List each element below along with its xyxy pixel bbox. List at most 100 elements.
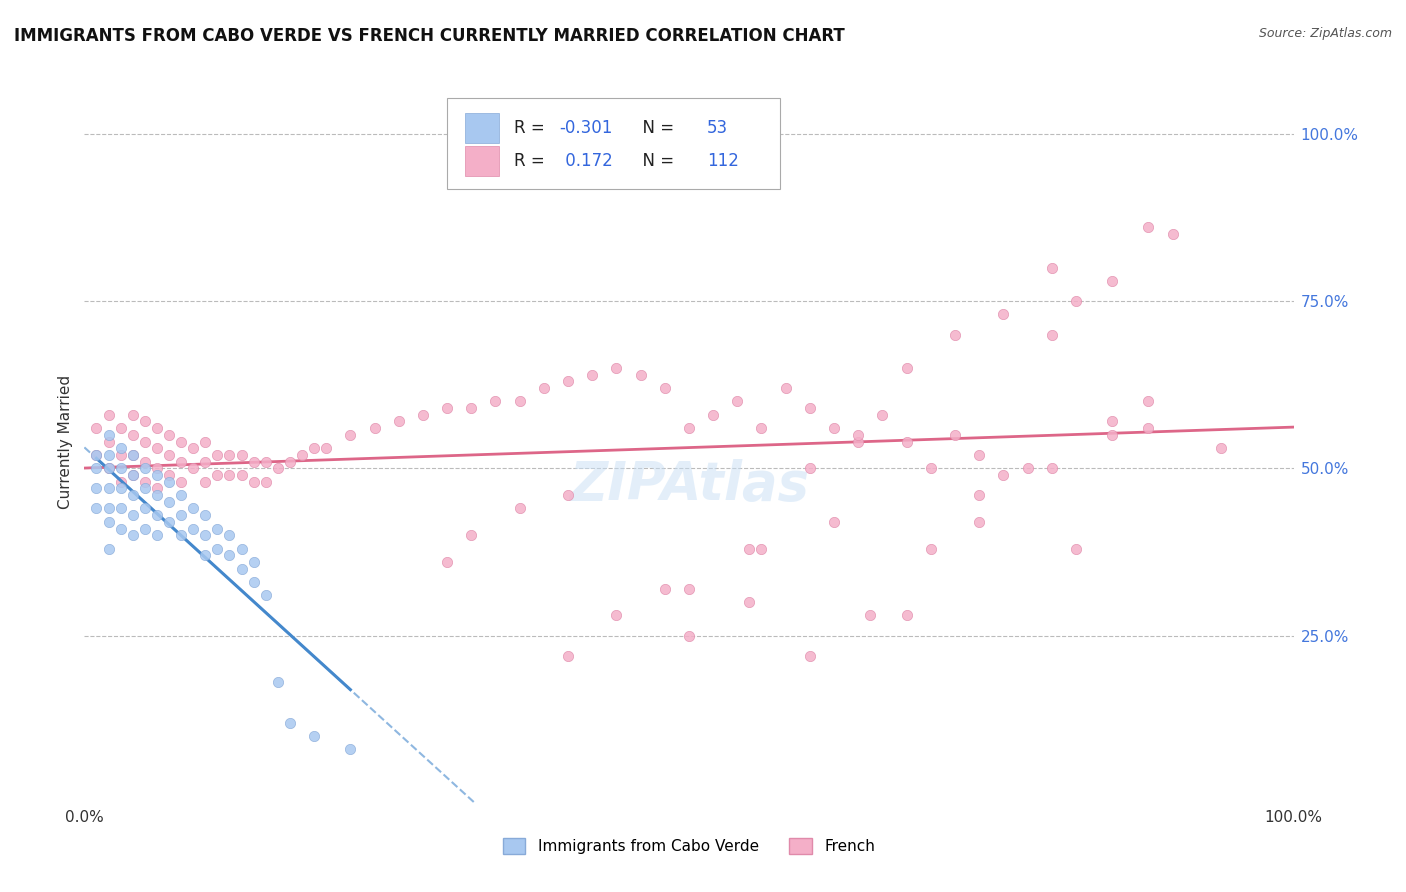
Point	[121, 508, 143, 523]
Point	[267, 675, 290, 690]
Point	[654, 582, 676, 596]
Point	[846, 427, 869, 442]
Point	[110, 448, 132, 462]
FancyBboxPatch shape	[465, 112, 499, 143]
Point	[194, 528, 217, 542]
Point	[254, 455, 277, 469]
Point	[146, 442, 169, 455]
Point	[170, 434, 193, 449]
Point	[702, 408, 724, 422]
Point	[194, 455, 217, 469]
Point	[121, 408, 143, 422]
Point	[181, 501, 204, 516]
Point	[194, 508, 217, 523]
Point	[993, 467, 1015, 482]
Point	[581, 368, 603, 382]
Text: ZIPAtlas: ZIPAtlas	[569, 458, 808, 511]
Point	[121, 528, 143, 542]
Point	[97, 501, 120, 516]
Point	[678, 582, 700, 596]
Point	[146, 528, 169, 542]
FancyBboxPatch shape	[447, 98, 780, 189]
Point	[231, 541, 253, 556]
Point	[157, 475, 180, 489]
Point	[110, 521, 132, 535]
Point	[823, 515, 845, 529]
Point	[799, 648, 821, 663]
Text: 0.172: 0.172	[560, 153, 612, 170]
Point	[121, 467, 143, 482]
Point	[291, 448, 314, 462]
Point	[315, 442, 337, 455]
Point	[97, 408, 120, 422]
Point	[678, 421, 700, 435]
Point	[134, 414, 156, 429]
Point	[1101, 427, 1123, 442]
Point	[242, 575, 264, 590]
Point	[302, 442, 325, 455]
Point	[146, 482, 169, 496]
Point	[1040, 461, 1063, 475]
Point	[412, 408, 434, 422]
Point	[823, 421, 845, 435]
Point	[218, 467, 240, 482]
Point	[302, 729, 325, 743]
Text: IMMIGRANTS FROM CABO VERDE VS FRENCH CURRENTLY MARRIED CORRELATION CHART: IMMIGRANTS FROM CABO VERDE VS FRENCH CUR…	[14, 27, 845, 45]
Point	[254, 589, 277, 603]
Point	[157, 515, 180, 529]
Point	[194, 548, 217, 563]
Point	[110, 501, 132, 516]
Point	[170, 488, 193, 502]
Point	[110, 475, 132, 489]
Point	[278, 455, 301, 469]
Point	[134, 475, 156, 489]
Point	[1017, 461, 1039, 475]
Point	[339, 742, 361, 756]
Point	[509, 394, 531, 409]
Point	[181, 521, 204, 535]
Point	[1064, 294, 1087, 309]
Point	[436, 401, 458, 416]
Point	[134, 461, 156, 475]
Point	[363, 421, 385, 435]
Point	[254, 475, 277, 489]
Point	[207, 467, 229, 482]
Text: R =: R =	[513, 153, 550, 170]
Point	[654, 381, 676, 395]
Point	[157, 427, 180, 442]
Point	[121, 448, 143, 462]
Y-axis label: Currently Married: Currently Married	[58, 375, 73, 508]
Text: 53: 53	[707, 119, 728, 137]
Point	[157, 467, 180, 482]
Point	[967, 488, 990, 502]
Point	[1040, 260, 1063, 275]
Point	[97, 448, 120, 462]
Point	[967, 515, 990, 529]
Point	[605, 361, 627, 376]
Text: N =: N =	[633, 153, 679, 170]
Point	[97, 515, 120, 529]
Point	[170, 475, 193, 489]
Point	[557, 488, 579, 502]
Point	[1161, 227, 1184, 242]
Point	[993, 307, 1015, 322]
Point	[134, 434, 156, 449]
Point	[1101, 414, 1123, 429]
Point	[231, 467, 253, 482]
Point	[242, 455, 264, 469]
Point	[1040, 327, 1063, 342]
Point	[231, 448, 253, 462]
Point	[97, 482, 120, 496]
Point	[110, 482, 132, 496]
Point	[218, 548, 240, 563]
Point	[1209, 442, 1232, 455]
Point	[207, 448, 229, 462]
FancyBboxPatch shape	[465, 146, 499, 177]
Point	[97, 461, 120, 475]
Point	[920, 541, 942, 556]
Point	[630, 368, 652, 382]
Text: 112: 112	[707, 153, 740, 170]
Point	[678, 628, 700, 642]
Point	[896, 608, 918, 623]
Point	[134, 482, 156, 496]
